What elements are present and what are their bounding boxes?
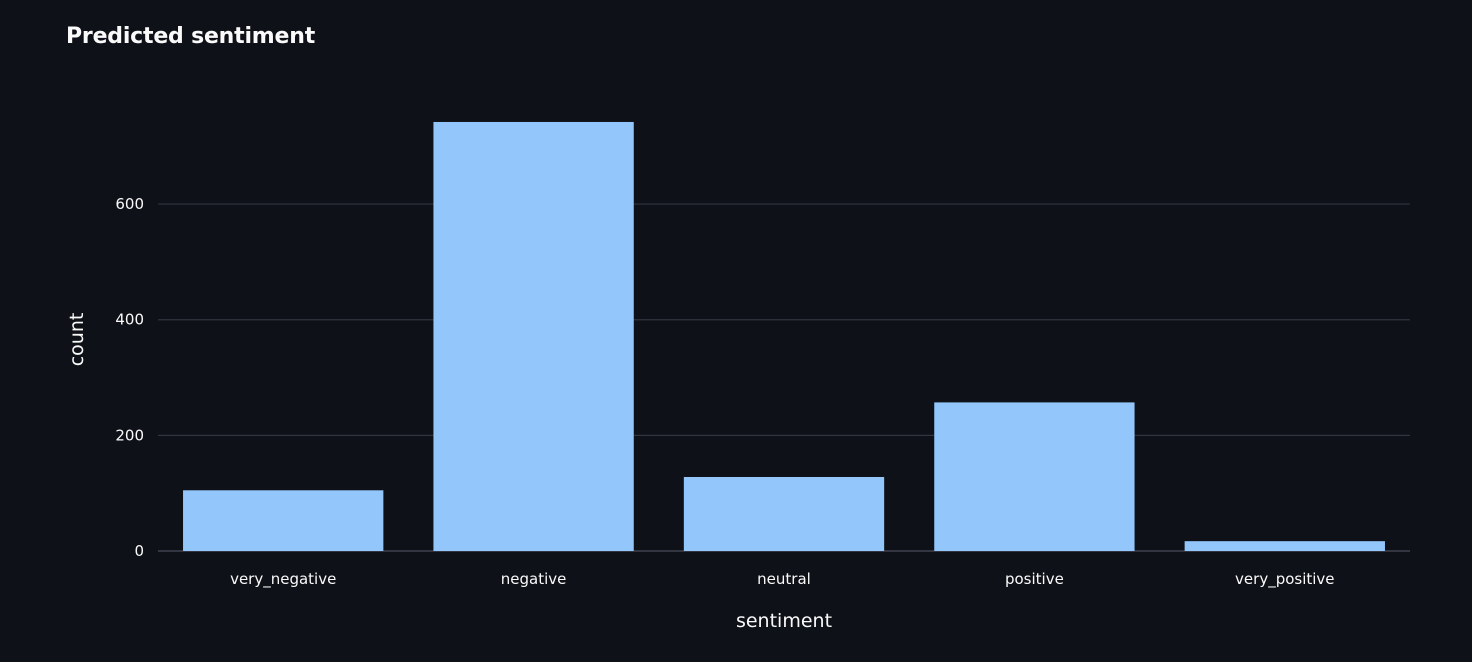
bar-very_negative[interactable] [183, 490, 384, 551]
y-tick-label: 200 [115, 426, 144, 444]
y-axis-label: count [66, 313, 88, 367]
x-tick-labels: very_negative negative neutral positive very… [230, 570, 1334, 589]
chart-title: Predicted sentiment [66, 24, 316, 49]
x-tick-label: positive [1005, 570, 1064, 588]
bar-positive[interactable] [934, 402, 1135, 551]
y-tick-label: 400 [115, 311, 144, 329]
y-tick-labels: 0 200 400 600 [115, 195, 144, 560]
bars [183, 121, 1385, 551]
bar-very_positive[interactable] [1184, 541, 1385, 551]
x-tick-label: very_negative [230, 570, 336, 589]
x-axis-label: sentiment [736, 610, 832, 632]
x-tick-label: very_positive [1235, 570, 1335, 589]
bar-negative[interactable] [433, 121, 634, 551]
bar-neutral[interactable] [683, 476, 885, 551]
y-tick-label: 600 [115, 195, 144, 213]
x-tick-label: neutral [757, 570, 811, 588]
y-tick-label: 0 [134, 542, 144, 560]
x-tick-label: negative [501, 570, 567, 588]
